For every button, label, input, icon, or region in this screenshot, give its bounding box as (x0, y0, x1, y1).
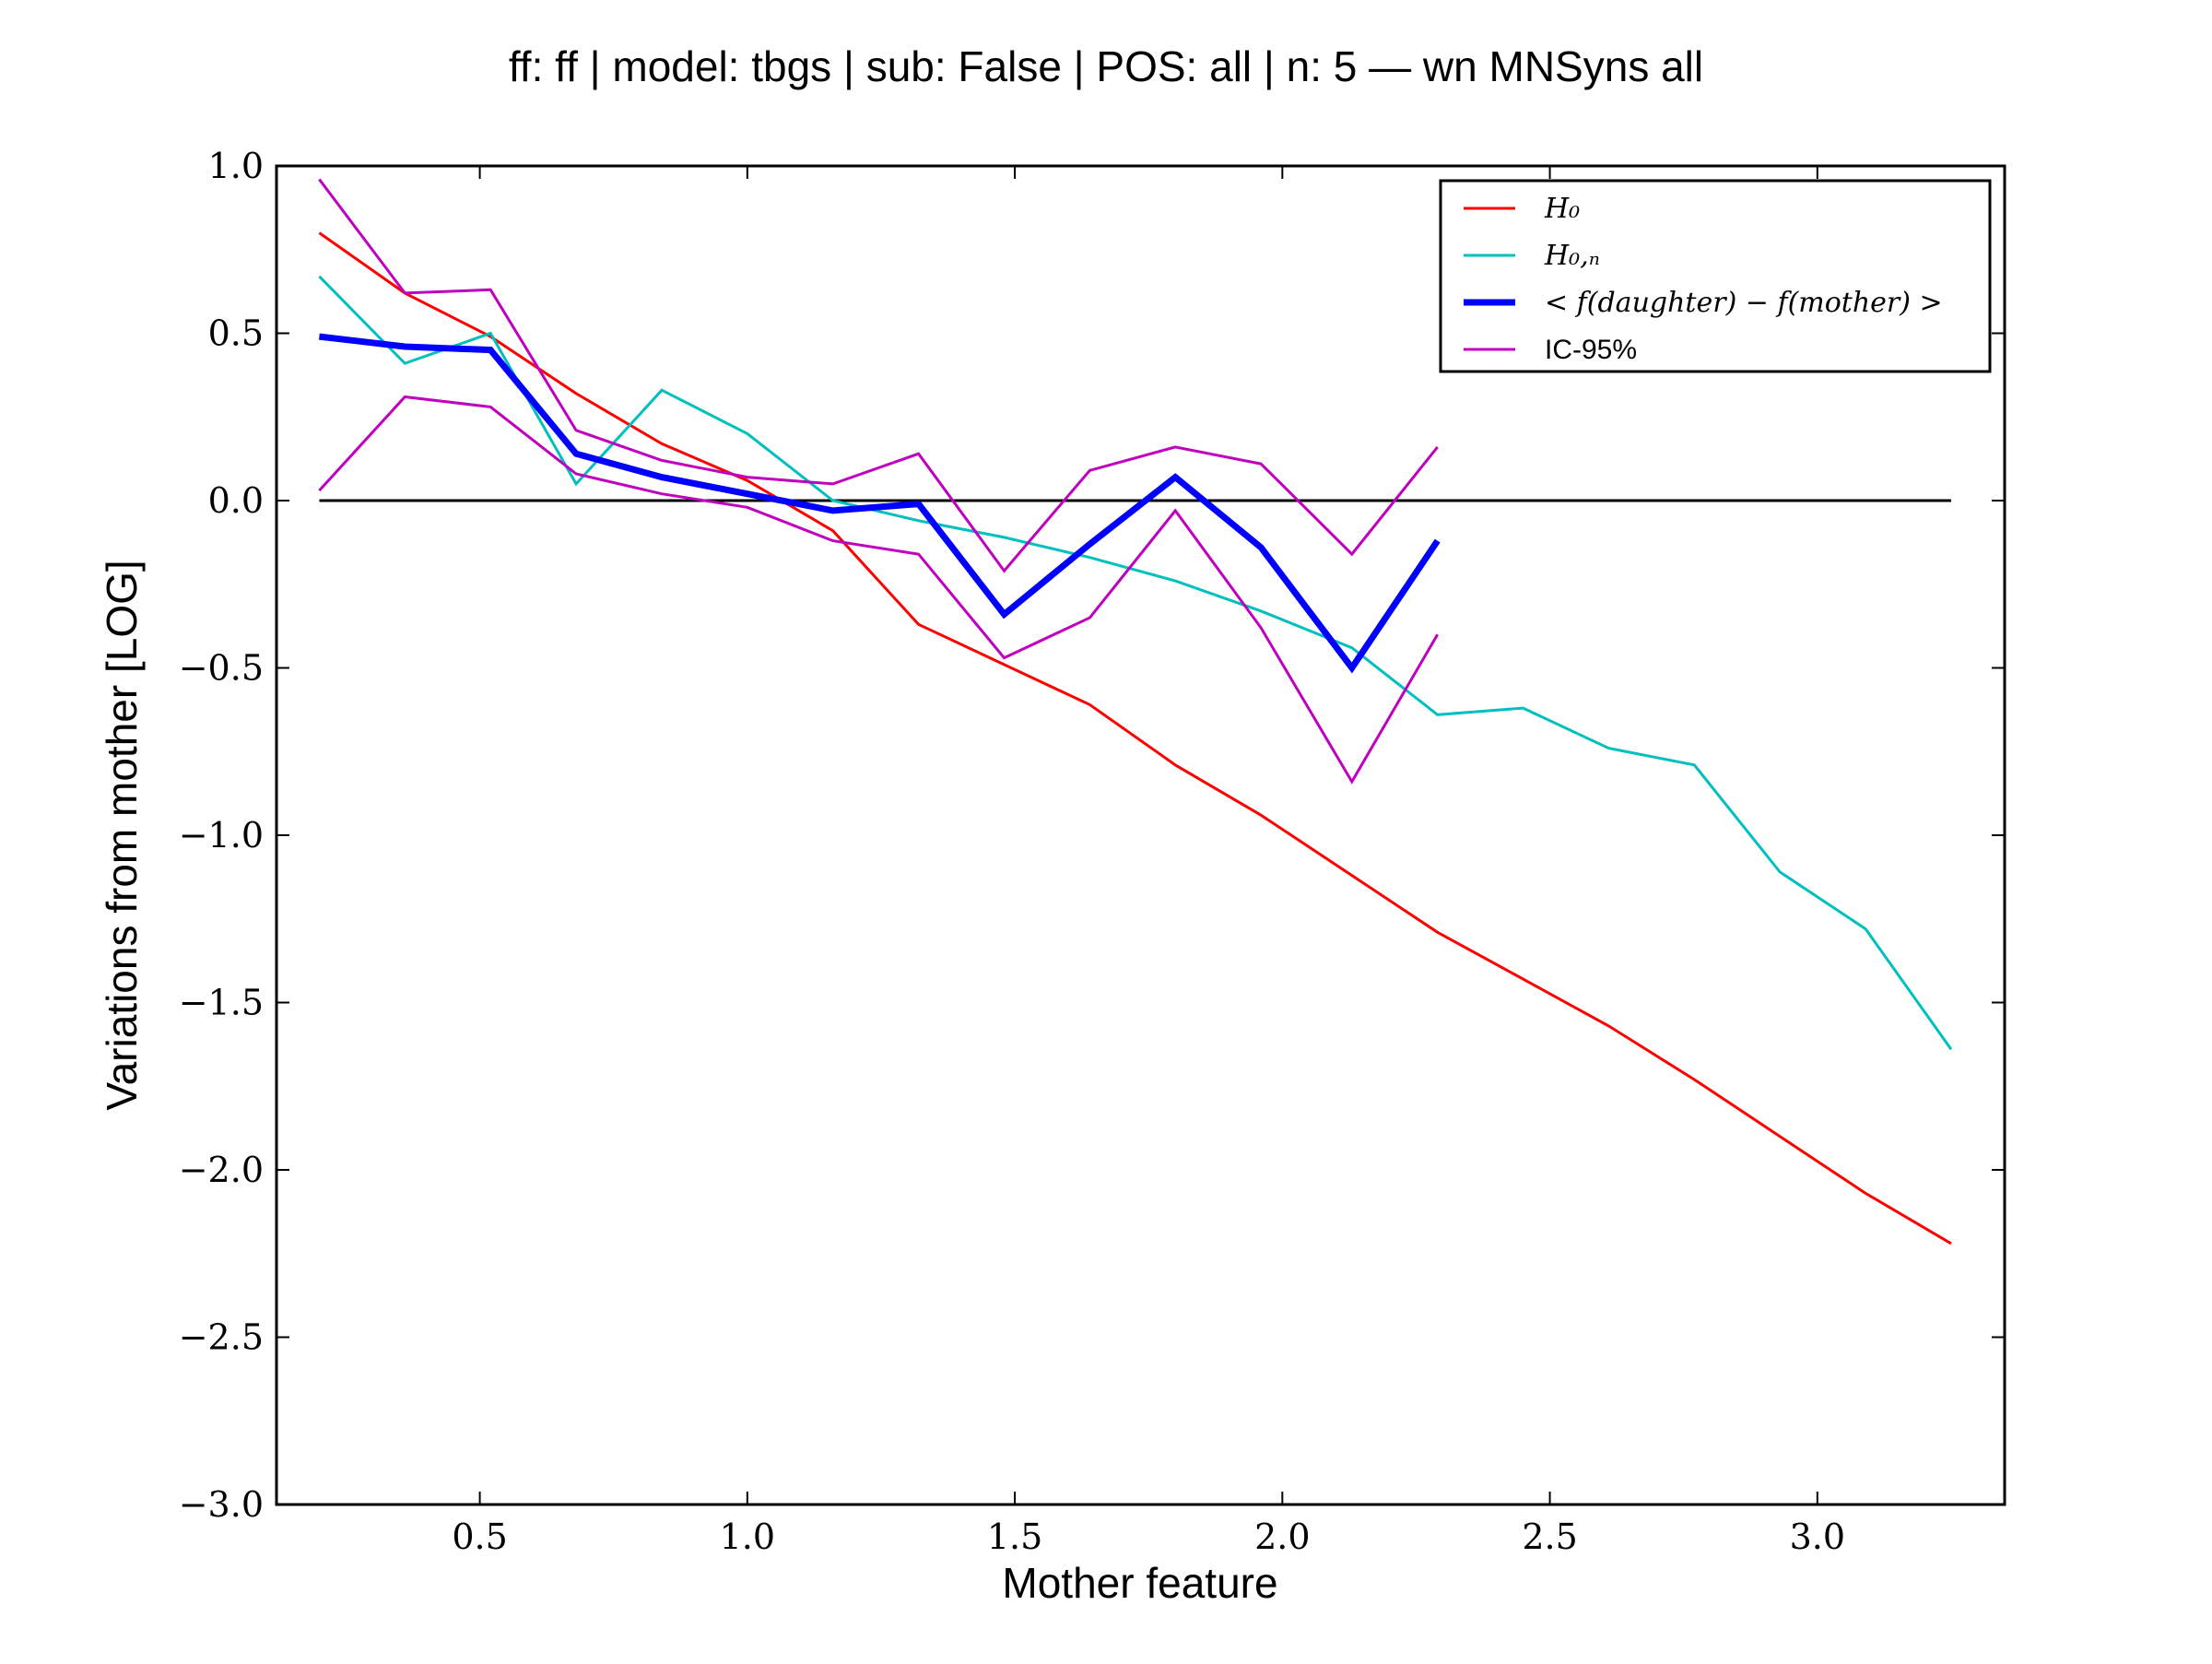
legend: H₀ H₀,ₙ < f(daughter) − f(mother) > IC-95% (1439, 179, 1992, 373)
y-tick-label: 1.0 (208, 146, 264, 186)
series-line-2-f-daughter-f-mother (318, 333, 1441, 674)
y-tick-label: −1.0 (179, 815, 264, 856)
legend-label: < f(daughter) − f(mother) > (1545, 287, 1943, 319)
y-axis-label: Variations from mother [LOG] (98, 560, 146, 1110)
tick-mark-layer (276, 165, 2005, 1505)
plot-area (275, 164, 2006, 1506)
legend-label: H₀ (1544, 193, 1580, 225)
legend-label: IC-95% (1545, 335, 1637, 365)
x-tick-label: 1.5 (987, 1516, 1042, 1557)
x-tick-label: 1.0 (720, 1516, 775, 1557)
series-layer (318, 178, 1953, 1245)
legend-box (1439, 179, 1992, 373)
series-line-0-h (318, 231, 1952, 1245)
x-tick-labels: 0.5 1.0 1.5 2.0 2.5 3.0 (452, 1516, 1845, 1557)
x-tick-label: 2.0 (1254, 1516, 1310, 1557)
y-tick-label: −1.5 (179, 983, 264, 1023)
plot-background (276, 166, 2005, 1505)
x-tick-label: 0.5 (452, 1516, 507, 1557)
x-tick-label: 2.5 (1522, 1516, 1577, 1557)
chart-title: ff: ff | model: tbgs | sub: False | POS:… (509, 42, 1703, 90)
legend-label: H₀,ₙ (1544, 240, 1600, 272)
y-tick-label: −3.0 (179, 1484, 264, 1525)
legend-entries: H₀ H₀,ₙ < f(daughter) − f(mother) > IC-95% (1464, 193, 1943, 365)
y-tick-labels: 1.0 0.5 0.0 −0.5 −1.0 −1.5 −2.0 −2.5 −3.0 (179, 146, 264, 1525)
series-line-4-band-lower (318, 395, 1439, 785)
series-line-1-h (318, 275, 1953, 1051)
y-tick-label: −2.5 (179, 1317, 264, 1358)
x-axis-label: Mother feature (1002, 1559, 1277, 1607)
series-line-3-ic-95 (318, 178, 1439, 573)
y-tick-label: 0.0 (208, 480, 264, 521)
y-tick-label: −2.0 (179, 1150, 264, 1190)
x-tick-label: 3.0 (1790, 1516, 1845, 1557)
y-tick-label: −0.5 (179, 648, 264, 689)
y-tick-label: 0.5 (208, 313, 264, 354)
